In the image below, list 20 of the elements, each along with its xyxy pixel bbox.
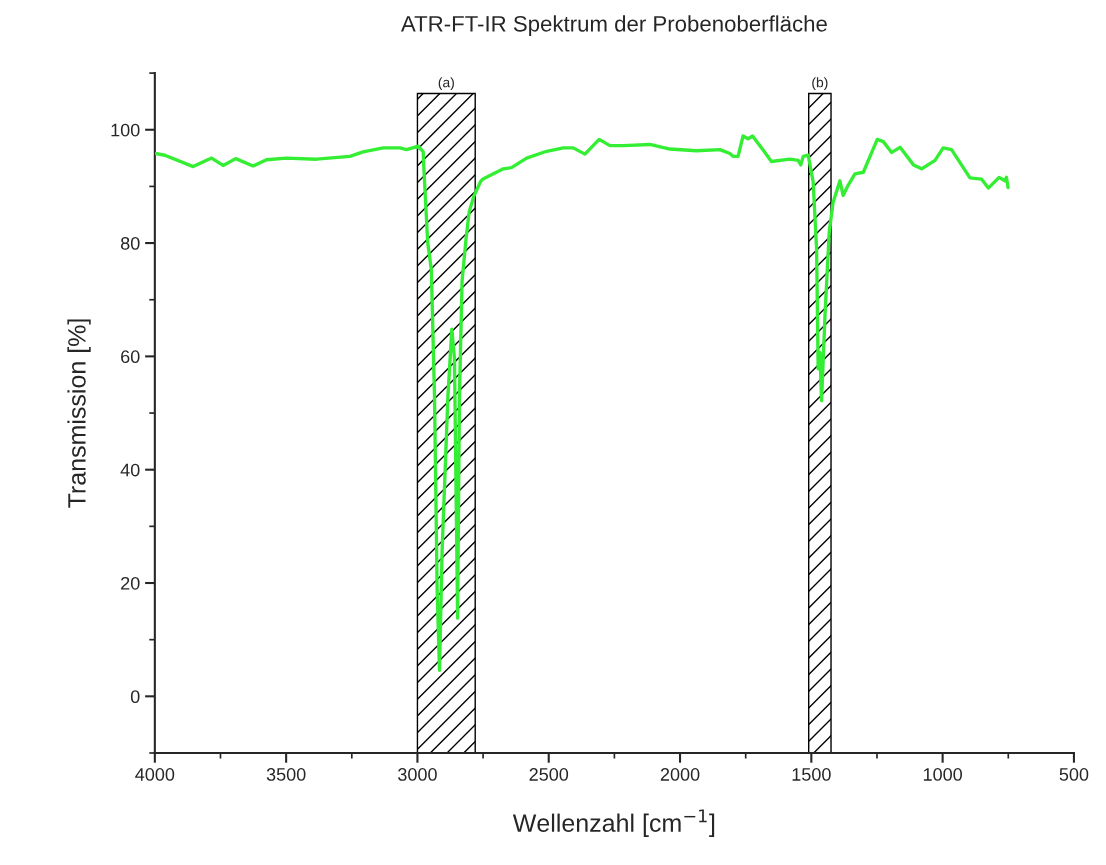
x-axis-title: Wellenzahl [cm$^{−1}$] — [512, 809, 715, 837]
x-tick-label: 4000 — [135, 768, 175, 781]
band-label: (b) — [812, 77, 828, 91]
y-axis-title: Transmission [%] — [67, 319, 91, 508]
x-tick-label: 2500 — [529, 768, 569, 781]
x-tick-label: 3000 — [398, 768, 437, 781]
line-series — [154, 134, 1010, 672]
y-tick-label: 0 — [130, 690, 140, 704]
x-tick-label: 3500 — [266, 768, 306, 781]
y-tick-label: 100 — [111, 123, 140, 137]
x-tick-label: 1500 — [792, 768, 831, 781]
x-tick-label: 1000 — [923, 768, 963, 781]
x-tick-label: 2000 — [660, 768, 700, 781]
y-tick-label: 80 — [120, 237, 140, 250]
band-label: (a) — [438, 77, 454, 91]
x-tick-label: 500 — [1059, 768, 1089, 781]
y-tick-label: 20 — [121, 576, 140, 590]
y-tick-label: 60 — [121, 350, 140, 364]
y-tick-label: 40 — [120, 463, 140, 477]
chart-title: ATR-FT-IR Spektrum der Probenoberfläche — [400, 15, 827, 37]
